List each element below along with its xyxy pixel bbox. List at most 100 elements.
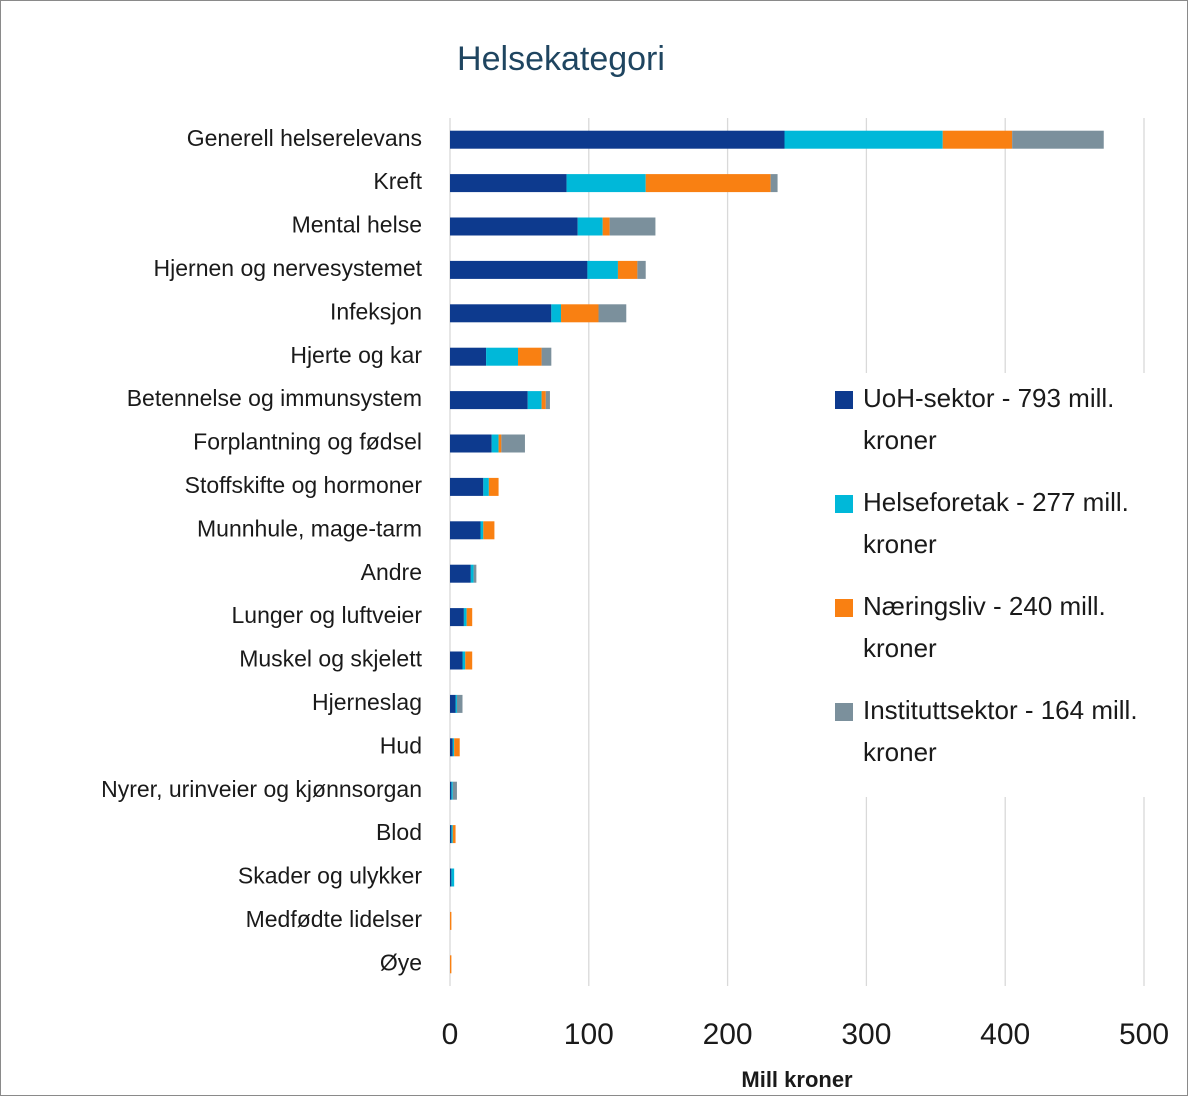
legend: UoH-sektor - 793 mill. kroner Helseforeta… xyxy=(821,373,1171,797)
x-tick-label: 500 xyxy=(1119,1018,1169,1051)
bar-segment xyxy=(942,130,1013,149)
x-axis-label: Mill kroner xyxy=(741,1067,853,1092)
bar-segment xyxy=(450,608,464,627)
legend-label: Helseforetak - 277 mill. kroner xyxy=(863,487,1129,559)
bar-segment xyxy=(450,174,567,193)
legend-swatch xyxy=(835,391,853,409)
y-tick-label: Lunger og luftveier xyxy=(231,602,422,628)
bar-segment xyxy=(466,608,473,627)
y-tick-label: Kreft xyxy=(373,168,422,194)
bar-segment xyxy=(598,304,627,323)
bar-segment xyxy=(637,260,646,279)
bar-segment xyxy=(462,651,466,670)
bar-segment xyxy=(483,477,489,496)
bar-segment xyxy=(450,434,492,453)
bar-segment xyxy=(470,564,474,583)
bar-segment xyxy=(609,217,656,236)
bar-segment xyxy=(541,391,546,410)
bar-segment xyxy=(784,130,943,149)
bar-segment xyxy=(545,391,550,410)
bar-segment xyxy=(450,521,481,540)
x-tick-label: 0 xyxy=(442,1018,459,1051)
y-tick-label: Stoffskifte og hormoner xyxy=(185,472,423,498)
bar-segment xyxy=(452,738,455,757)
legend-swatch xyxy=(835,599,853,617)
x-tick-label: 200 xyxy=(703,1018,753,1051)
bar-segment xyxy=(566,174,646,193)
bar-segment xyxy=(488,477,499,496)
x-tick-label: 400 xyxy=(980,1018,1030,1051)
legend-item: UoH-sektor - 793 mill. kroner xyxy=(821,377,1171,461)
y-tick-label: Generell helserelevans xyxy=(187,125,422,151)
y-tick-label: Andre xyxy=(361,559,422,585)
bar-segment xyxy=(450,304,552,323)
bar-segment xyxy=(452,781,457,800)
legend-label: Instituttsektor - 164 mill. kroner xyxy=(863,695,1138,767)
bar-segment xyxy=(770,174,778,193)
y-tick-label: Infeksjon xyxy=(330,298,422,324)
bar-segment xyxy=(450,911,452,930)
bar-segment xyxy=(450,694,456,713)
y-tick-label: Øye xyxy=(380,949,422,975)
bar-segment xyxy=(483,521,495,540)
legend-swatch xyxy=(835,703,853,721)
bar-segment xyxy=(501,434,525,453)
y-tick-label: Nyrer, urinveier og kjønnsorgan xyxy=(101,776,422,802)
bar-segment xyxy=(450,477,484,496)
legend-item: Helseforetak - 277 mill. kroner xyxy=(821,481,1171,565)
y-tick-label: Hjerte og kar xyxy=(290,342,422,368)
legend-item: Instituttsektor - 164 mill. kroner xyxy=(821,689,1171,773)
y-tick-label: Hud xyxy=(380,732,422,758)
bar-segment xyxy=(450,825,452,844)
bar-segment xyxy=(450,391,528,410)
y-tick-label: Munnhule, mage-tarm xyxy=(197,515,422,541)
bar-segment xyxy=(451,781,453,800)
y-tick-label: Medfødte lidelser xyxy=(246,906,423,932)
bar-segment xyxy=(645,174,771,193)
bar-segment xyxy=(451,825,453,844)
x-tick-label: 300 xyxy=(841,1018,891,1051)
bar-segment xyxy=(551,304,562,323)
bar-segment xyxy=(450,651,463,670)
bar-segment xyxy=(455,694,457,713)
bar-segment xyxy=(454,738,460,757)
y-tick-label: Blod xyxy=(376,819,422,845)
legend-label: UoH-sektor - 793 mill. kroner xyxy=(863,383,1115,455)
bar-segment xyxy=(465,651,473,670)
legend-item: Næringsliv - 240 mill. kroner xyxy=(821,585,1171,669)
y-tick-label: Betennelse og immunsystem xyxy=(127,385,422,411)
y-tick-label: Hjerneslag xyxy=(312,689,422,715)
y-tick-label: Forplantning og fødsel xyxy=(193,429,422,455)
bar-segment xyxy=(450,955,452,974)
bar-segment xyxy=(456,694,463,713)
bar-segment xyxy=(450,781,452,800)
bar-segment xyxy=(1012,130,1104,149)
bar-segment xyxy=(450,217,578,236)
legend-label: Næringsliv - 240 mill. kroner xyxy=(863,591,1106,663)
y-tick-label: Mental helse xyxy=(292,212,422,238)
bar-segment xyxy=(450,130,785,149)
bar-segment xyxy=(518,347,542,366)
bar-segment xyxy=(486,347,519,366)
chart-title: Helsekategori xyxy=(457,40,665,78)
bar-segment xyxy=(473,564,477,583)
bar-segment xyxy=(450,868,452,887)
bar-segment xyxy=(498,434,502,453)
bar-segment xyxy=(463,608,467,627)
y-tick-label: Hjernen og nervesystemet xyxy=(154,255,423,281)
bar-segment xyxy=(602,217,610,236)
bar-segment xyxy=(480,521,484,540)
bar-segment xyxy=(587,260,618,279)
bar-segment xyxy=(450,347,487,366)
bar-segment xyxy=(527,391,542,410)
bar-segment xyxy=(450,564,471,583)
bar-segment xyxy=(491,434,499,453)
bar-segment xyxy=(451,868,455,887)
bar-segment xyxy=(577,217,603,236)
bar-segment xyxy=(450,260,588,279)
x-tick-label: 100 xyxy=(564,1018,614,1051)
bar-segment xyxy=(541,347,552,366)
legend-swatch xyxy=(835,495,853,513)
